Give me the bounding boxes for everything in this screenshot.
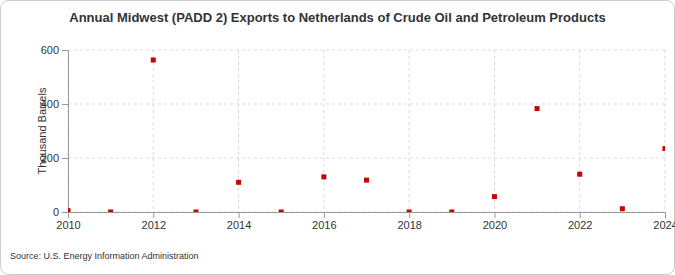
y-axis-title: Thousand Barrels xyxy=(36,87,48,174)
tick: 2012 xyxy=(142,212,166,231)
tick-mark xyxy=(409,212,410,218)
grid-line xyxy=(665,50,666,212)
tick: 2016 xyxy=(312,212,336,231)
tick-label: 2020 xyxy=(483,219,507,231)
point xyxy=(620,206,625,211)
tick: 2010 xyxy=(56,212,80,231)
point xyxy=(193,210,198,213)
grid-line xyxy=(68,104,665,105)
tick-mark xyxy=(62,158,68,159)
grid-line xyxy=(238,50,239,212)
tick-label: 2012 xyxy=(142,219,166,231)
tick-mark xyxy=(580,212,581,218)
point xyxy=(663,146,666,151)
points xyxy=(68,57,665,212)
grid-line xyxy=(579,50,580,212)
axis-line xyxy=(69,212,666,213)
tick: 2018 xyxy=(397,212,421,231)
tick: 2024 xyxy=(653,212,675,231)
grid-line xyxy=(68,50,69,212)
grid-line xyxy=(68,212,665,213)
grid-line xyxy=(494,50,495,212)
point xyxy=(321,174,326,179)
tick: 2014 xyxy=(227,212,251,231)
source: Source: U.S. Energy Information Administ… xyxy=(10,251,199,261)
point xyxy=(279,210,284,213)
chart: 2010201220142016201820202022202402004006… xyxy=(0,0,675,275)
grid-line xyxy=(323,50,324,212)
tick-mark xyxy=(62,104,68,105)
point xyxy=(236,180,241,185)
grid-line xyxy=(68,50,665,51)
grid-line xyxy=(68,158,665,159)
grid-line xyxy=(153,50,154,212)
x-axis: 2010 2012 2014 2016 2018 2020 2022 2024 xyxy=(56,212,675,231)
tick-label: 600 xyxy=(41,44,59,56)
tick-label: 2014 xyxy=(227,219,251,231)
tick: 2020 xyxy=(483,212,507,231)
tick-mark xyxy=(68,212,69,218)
tick-mark xyxy=(324,212,325,218)
tick-mark xyxy=(62,50,68,51)
tick-label: 2016 xyxy=(312,219,336,231)
point xyxy=(577,172,582,177)
point xyxy=(407,210,412,213)
point xyxy=(68,208,71,212)
tick: 600 xyxy=(41,44,68,56)
point xyxy=(151,57,156,62)
tick-label: 2024 xyxy=(653,219,675,231)
point xyxy=(364,178,369,183)
point xyxy=(108,210,113,213)
axis-line xyxy=(68,51,69,213)
tick-mark xyxy=(239,212,240,218)
tick-mark xyxy=(494,212,495,218)
grid xyxy=(68,50,665,212)
plot: 2010201220142016201820202022202402004006… xyxy=(41,44,675,231)
tick-label: 2018 xyxy=(397,219,421,231)
grid-line xyxy=(409,50,410,212)
tick-mark xyxy=(665,212,666,218)
tick-label: 2010 xyxy=(56,219,80,231)
tick: 0 xyxy=(53,206,68,218)
tick-mark xyxy=(62,212,68,213)
tick-mark xyxy=(153,212,154,218)
point xyxy=(535,106,540,111)
title: Annual Midwest (PADD 2) Exports to Nethe… xyxy=(69,10,605,25)
point xyxy=(449,210,454,213)
tick: 2022 xyxy=(568,212,592,231)
background xyxy=(1,1,675,275)
tick-label: 0 xyxy=(53,206,59,218)
tick-label: 2022 xyxy=(568,219,592,231)
point xyxy=(492,194,497,199)
